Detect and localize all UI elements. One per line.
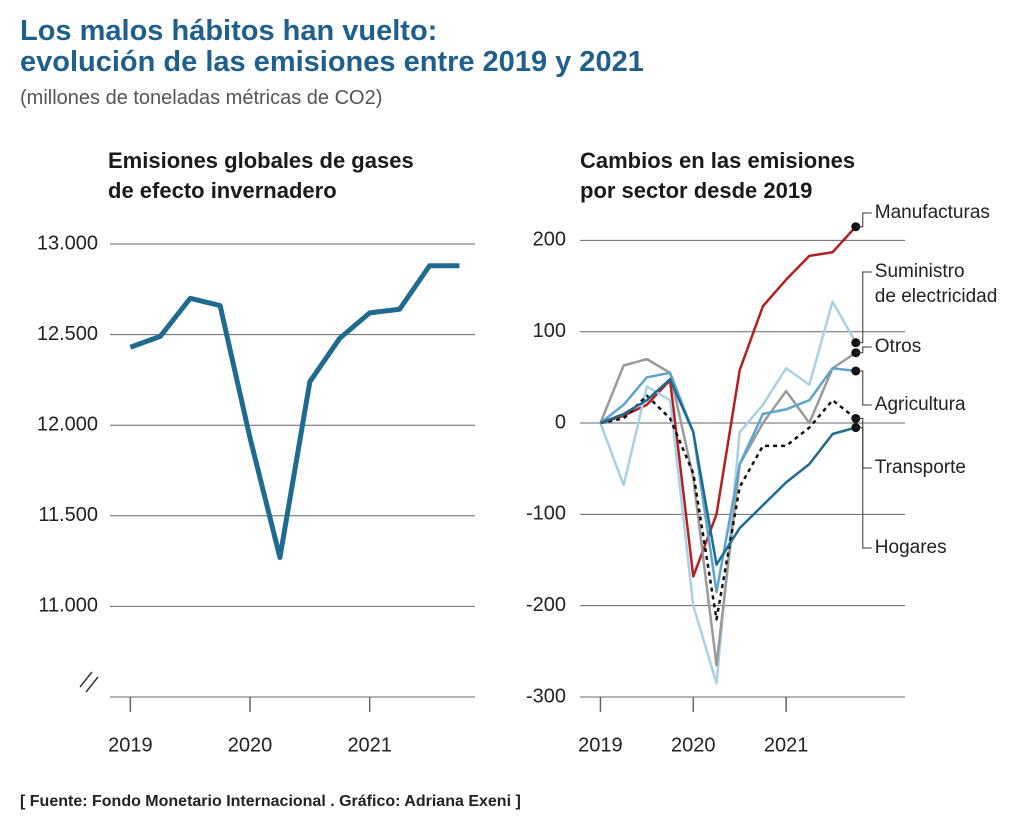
series-line [599,366,856,594]
leader-line [855,370,872,406]
legend-label: Suministro de electricidad [875,261,998,307]
chart-title: por sector desde 2019 [580,178,812,203]
y-tick-label: 100 [533,320,566,342]
x-tick-label: 2019 [108,734,153,756]
legend-label: Manufacturas [875,202,990,223]
leader-line [855,212,872,228]
y-tick-label: 11.500 [38,504,98,526]
y-tick-label: 12.000 [37,413,98,435]
y-tick-label: -300 [526,685,566,707]
x-tick-label: 2020 [228,734,273,756]
legend-label: Otros [875,336,921,357]
leader-line [855,427,872,549]
title-line: Los malos hábitos han vuelto: [20,15,437,47]
series-line [599,300,857,685]
x-tick-label: 2021 [347,734,392,756]
y-tick-label: -200 [526,594,566,616]
chart-title: Cambios en las emisiones [580,148,855,173]
axis-break [79,671,99,693]
y-tick-label: -100 [526,503,566,525]
y-tick-label: 0 [555,411,566,433]
series-line [129,263,460,560]
legend-label: Transporte [875,457,966,478]
legend-label: Agricultura [875,394,966,415]
title-line: evolución de las emisiones entre 2019 y … [20,46,644,78]
y-tick-label: 12.500 [37,323,98,345]
subtitle: (millones de toneladas métricas de CO2) [20,87,382,109]
leader-line [855,271,872,344]
leader-line [855,346,872,354]
legend-label: Hogares [875,537,947,558]
x-tick-label: 2021 [764,734,809,756]
series-line [599,377,857,566]
y-tick-label: 13.000 [37,232,98,254]
x-tick-label: 2019 [578,734,623,756]
x-tick-label: 2020 [671,734,716,756]
chart-title: Emisiones globales de gases [108,148,414,173]
y-tick-label: 200 [533,229,566,251]
series-line [599,351,857,667]
chart-title: de efecto invernadero [108,178,337,203]
y-tick-label: 11.000 [38,595,98,617]
source: [ Fuente: Fondo Monetario Internacional … [20,793,521,810]
series-line [600,394,857,621]
